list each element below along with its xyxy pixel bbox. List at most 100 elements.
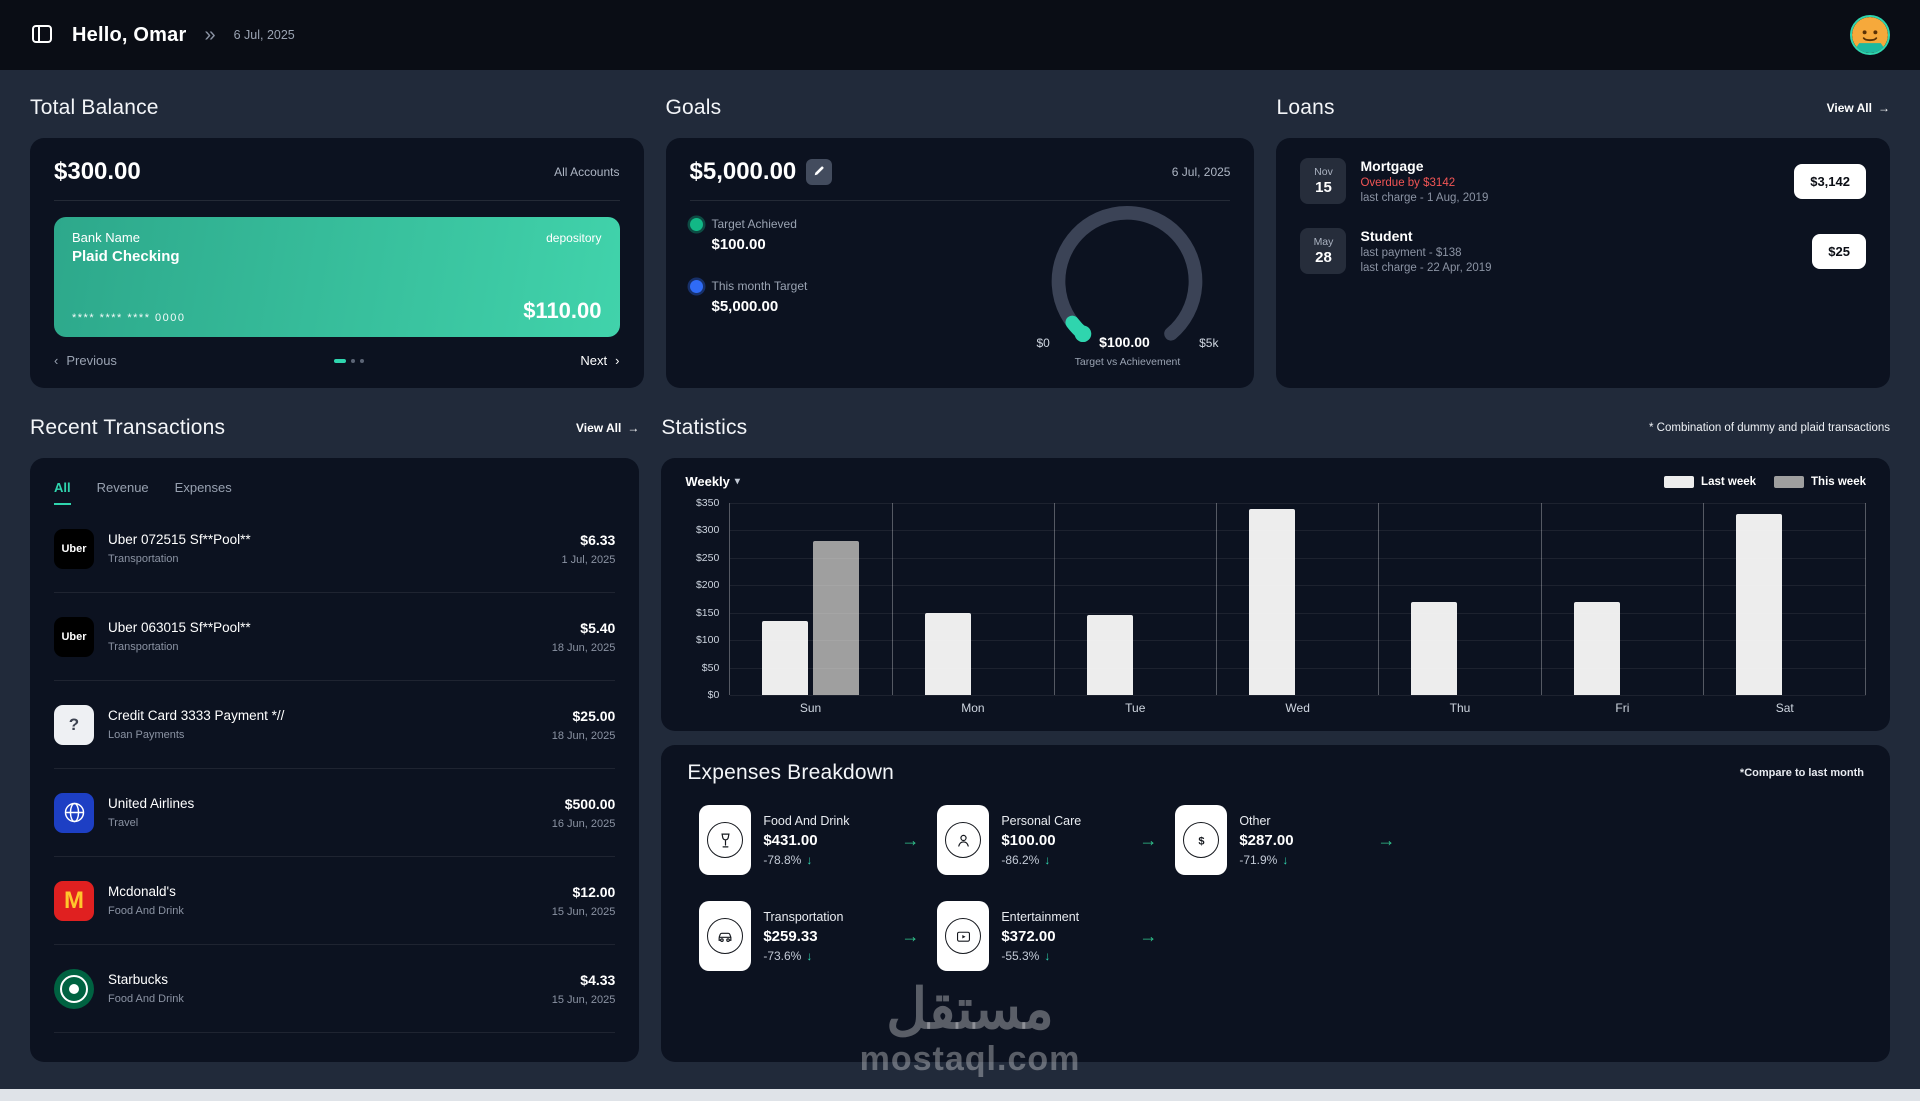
arrow-right-icon[interactable]: → — [1139, 829, 1158, 850]
loan-amount-button[interactable]: $25 — [1812, 233, 1866, 269]
arrow-right-icon[interactable]: → — [1377, 829, 1396, 850]
transaction-category: Food And Drink — [108, 993, 184, 1005]
expense-change-row: -73.6% ↓ — [763, 949, 889, 963]
blue-dot-icon — [689, 279, 703, 293]
expense-item: Personal Care $100.00 -86.2% ↓ → — [937, 805, 1157, 875]
expense-info: Personal Care $100.00 -86.2% ↓ — [1001, 814, 1127, 867]
bar-group-wed — [1217, 503, 1380, 695]
y-axis-tick-label: $0 — [707, 689, 720, 701]
transaction-row[interactable]: Uber Uber 072515 Sf**Pool** Transportati… — [54, 505, 616, 593]
transactions-view-all-link[interactable]: View All → — [576, 421, 639, 435]
x-axis-label: Sun — [799, 701, 822, 715]
chart-plot — [729, 503, 1866, 696]
statistics-note: * Combination of dummy and plaid transac… — [1649, 422, 1890, 434]
top-bar: Hello, Omar » 6 Jul, 2025 — [0, 0, 1920, 70]
sidebar-toggle-button[interactable] — [30, 22, 54, 49]
arrow-right-icon[interactable]: → — [1139, 925, 1158, 946]
personal-care-icon — [937, 805, 990, 875]
transaction-info: Credit Card 3333 Payment *// Loan Paymen… — [108, 708, 552, 741]
entertainment-icon — [937, 901, 990, 971]
mcdonalds-icon: M — [54, 880, 94, 921]
loans-list: Nov 15 Mortgage Overdue by $3142 last ch… — [1300, 158, 1866, 274]
horizontal-scrollbar[interactable] — [0, 1089, 1920, 1101]
target-achieved-value: $100.00 — [711, 236, 766, 253]
bar-last-week — [1411, 601, 1458, 695]
target-achieved-label: Target Achieved — [711, 217, 797, 231]
arrow-down-icon: ↓ — [806, 852, 813, 867]
carousel-dot[interactable] — [350, 358, 355, 363]
expense-change: -73.6% — [763, 948, 802, 963]
loans-view-all-link[interactable]: View All → — [1827, 101, 1890, 115]
gridline — [730, 695, 1866, 696]
month-target-value: $5,000.00 — [711, 298, 779, 315]
total-balance-card: $300.00 All Accounts Bank Name depositor… — [30, 138, 644, 388]
account-mask: **** **** **** 0000 — [72, 312, 186, 324]
goal-date: 6 Jul, 2025 — [1171, 165, 1231, 179]
legend-label: This week — [1811, 475, 1866, 488]
loan-month: Nov — [1314, 166, 1333, 178]
view-all-label: View All — [1826, 101, 1872, 115]
legend-label: Last week — [1701, 475, 1757, 488]
double-chevron-icon: » — [204, 24, 216, 46]
expense-name: Other — [1239, 813, 1271, 828]
expense-change-row: -55.3% ↓ — [1001, 949, 1127, 963]
transaction-row[interactable]: Uber Uber 063015 Sf**Pool** Transportati… — [54, 593, 616, 681]
loan-item[interactable]: May 28 Student last payment - $138 last … — [1300, 228, 1866, 274]
bar-last-week — [1735, 513, 1782, 695]
uber-icon: Uber — [54, 528, 94, 569]
transaction-info: United Airlines Travel — [108, 796, 552, 829]
month-target-label: This month Target — [711, 279, 808, 293]
loan-info: Mortgage Overdue by $3142 last charge - … — [1360, 158, 1780, 204]
tab-all[interactable]: All — [54, 480, 71, 505]
carousel-dot[interactable] — [333, 358, 346, 363]
chevron-left-icon: ‹ — [54, 353, 59, 368]
transaction-row[interactable]: ? Credit Card 3333 Payment *// Loan Paym… — [54, 681, 616, 769]
accounts-carousel-pager: ‹ Previous Next › — [54, 353, 620, 368]
arrow-right-icon[interactable]: → — [901, 925, 920, 946]
account-balance: $110.00 — [523, 298, 602, 323]
loan-day: 28 — [1315, 249, 1332, 266]
month-target-legend: This month Target $5,000.00 — [689, 279, 808, 315]
edit-goal-button[interactable] — [806, 159, 833, 185]
expense-name: Entertainment — [1001, 909, 1080, 924]
dashboard: Total Balance $300.00 All Accounts Bank … — [0, 70, 1920, 1062]
user-avatar[interactable] — [1850, 15, 1890, 55]
expenses-title: Expenses Breakdown — [687, 761, 895, 784]
transaction-row[interactable]: Starbucks Food And Drink $4.33 15 Jun, 2… — [54, 945, 616, 1033]
arrow-right-icon[interactable]: → — [901, 829, 920, 850]
tab-revenue[interactable]: Revenue — [96, 480, 149, 495]
expense-amount: $287.00 — [1239, 831, 1294, 849]
loan-last-payment: last payment - $138 — [1360, 247, 1462, 259]
exp-glyph: $ — [1183, 822, 1220, 858]
transaction-date: 15 Jun, 2025 — [551, 993, 616, 1006]
transaction-right: $25.00 18 Jun, 2025 — [552, 708, 616, 742]
transaction-row[interactable]: United Airlines Travel $500.00 16 Jun, 2… — [54, 769, 616, 857]
period-dropdown[interactable]: Weekly ▾ — [685, 474, 740, 489]
chart-x-axis: Sun Mon Tue Wed Thu Fri Sat — [729, 695, 1866, 721]
previous-button[interactable]: ‹ Previous — [54, 353, 117, 368]
bank-account-card[interactable]: Bank Name depository Plaid Checking ****… — [54, 217, 620, 337]
transportation-icon — [699, 901, 752, 971]
chart-y-axis: $350 $300 $250 $200 $150 $100 $50 $0 — [685, 497, 729, 701]
arrow-right-icon: → — [1877, 101, 1890, 115]
svg-text:$: $ — [1198, 835, 1204, 847]
total-balance-section: Total Balance $300.00 All Accounts Bank … — [30, 94, 644, 388]
bar-last-week — [1249, 508, 1296, 695]
transaction-date: 16 Jun, 2025 — [551, 817, 616, 830]
chart-legend: Last week This week — [1664, 475, 1866, 488]
loan-item[interactable]: Nov 15 Mortgage Overdue by $3142 last ch… — [1300, 158, 1866, 204]
bar-this-week — [813, 541, 860, 695]
transaction-date: 15 Jun, 2025 — [551, 905, 616, 918]
header-date: 6 Jul, 2025 — [233, 28, 295, 42]
transaction-right: $4.33 15 Jun, 2025 — [552, 972, 616, 1006]
transaction-row[interactable]: M Mcdonald's Food And Drink $12.00 15 Ju… — [54, 857, 616, 945]
next-button[interactable]: Next › — [580, 353, 619, 368]
expense-item: $ Other $287.00 -71.9% ↓ → — [1175, 805, 1395, 875]
expense-name: Personal Care — [1001, 813, 1082, 828]
tab-expenses[interactable]: Expenses — [174, 480, 232, 495]
goals-title: Goals — [665, 96, 722, 119]
y-axis-tick-label: $150 — [695, 606, 720, 619]
carousel-dot[interactable] — [359, 358, 364, 363]
loan-amount-button[interactable]: $3,142 — [1794, 163, 1866, 199]
expense-amount: $259.33 — [763, 927, 818, 945]
